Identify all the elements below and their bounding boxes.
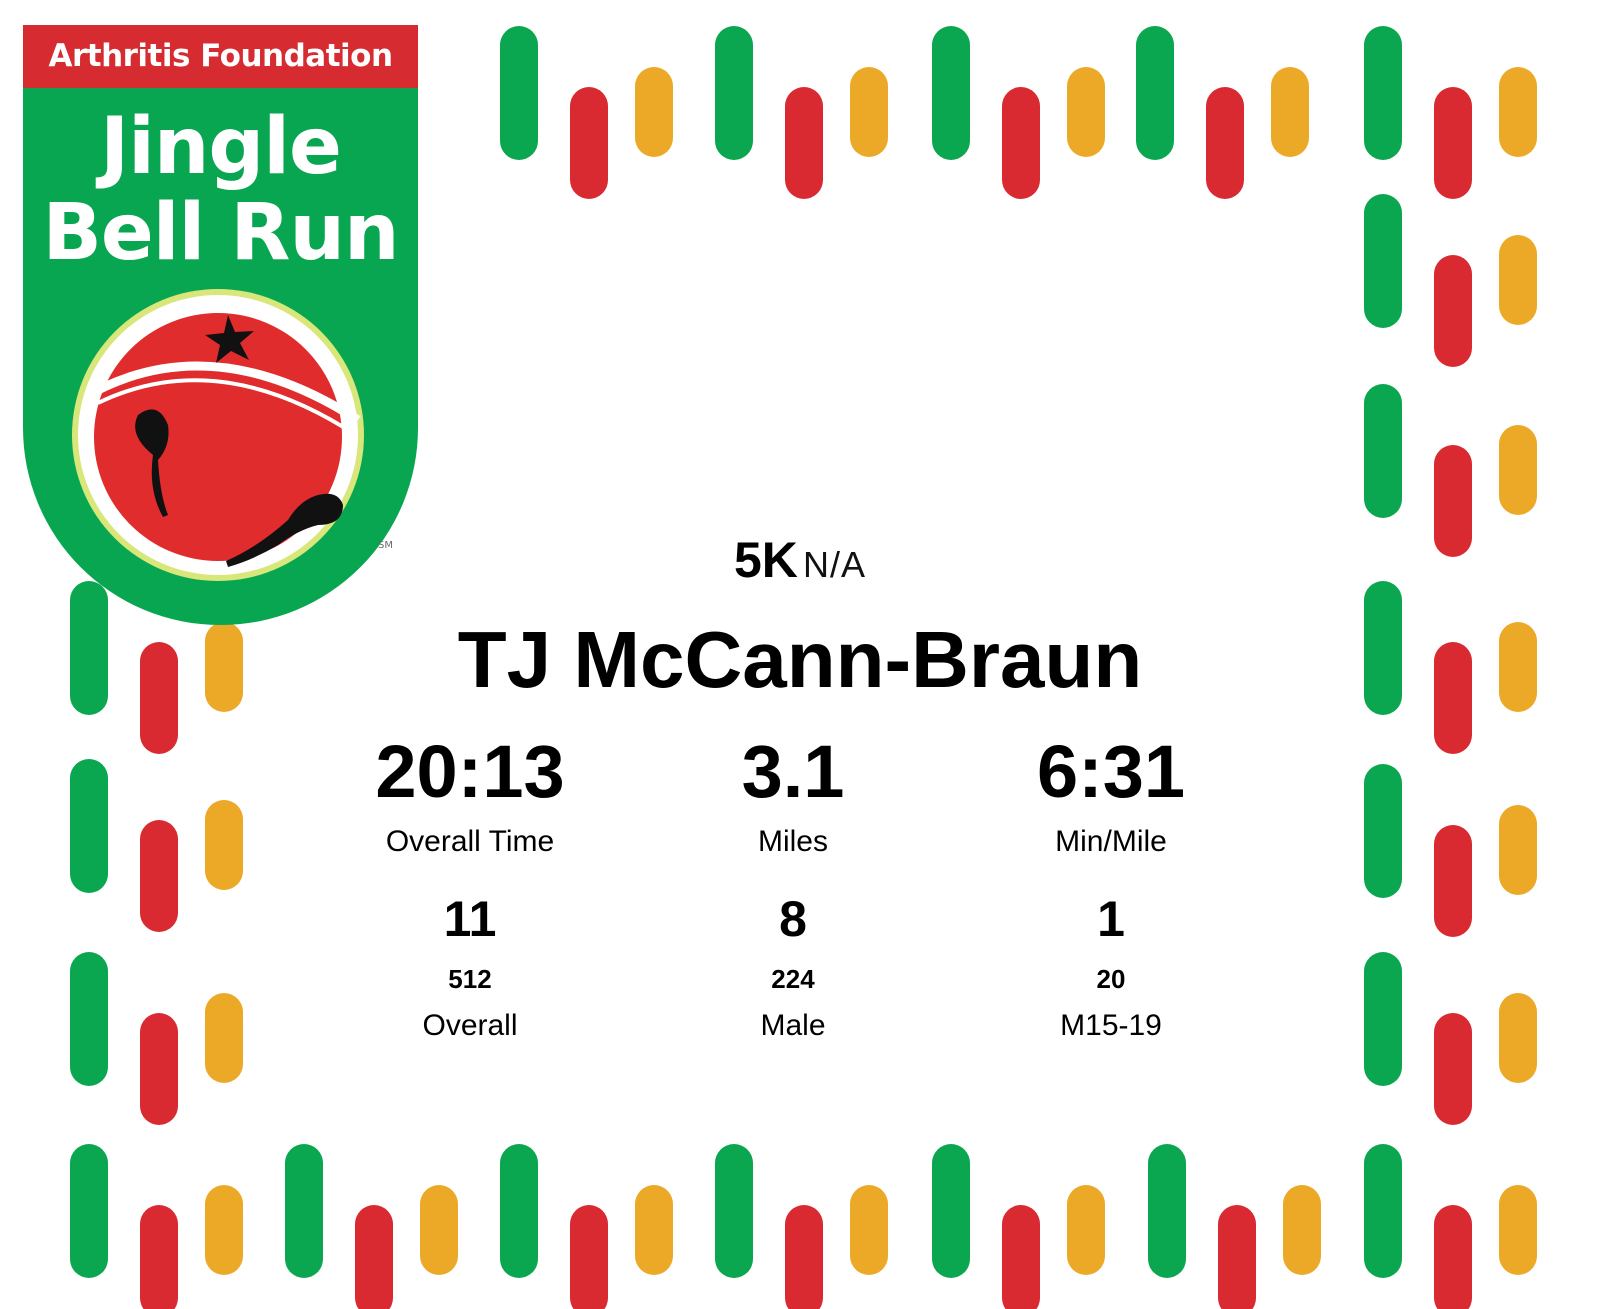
border-stripe xyxy=(570,87,608,199)
border-stripe xyxy=(850,67,888,157)
gender-place: 8 xyxy=(779,891,807,947)
border-stripe xyxy=(70,952,108,1086)
border-stripe xyxy=(1499,235,1537,325)
border-stripe xyxy=(1206,87,1244,199)
distance-label: Miles xyxy=(757,825,828,858)
border-stripe xyxy=(1136,26,1174,160)
border-stripe xyxy=(205,622,243,712)
border-stripe xyxy=(932,26,970,160)
border-stripe xyxy=(420,1185,458,1275)
border-stripe xyxy=(1499,1185,1537,1275)
border-stripe xyxy=(850,1185,888,1275)
gender-total: 224 xyxy=(771,964,815,994)
border-stripe xyxy=(70,581,108,715)
border-stripe xyxy=(1434,1205,1472,1309)
border-stripe xyxy=(1434,87,1472,199)
runner-name: TJ McCann-Braun xyxy=(457,615,1143,704)
border-stripe xyxy=(1364,581,1402,715)
border-stripe xyxy=(1499,805,1537,895)
border-stripe xyxy=(140,1205,178,1309)
pace-value: 6:31 xyxy=(1036,730,1186,813)
bell-icon xyxy=(72,289,364,581)
logo-title-line2: Bell Run xyxy=(42,188,399,278)
border-stripe xyxy=(785,1205,823,1309)
division-label: M15-19 xyxy=(1060,1009,1162,1042)
overall-time-label: Overall Time xyxy=(385,825,555,858)
border-stripe xyxy=(715,26,753,160)
logo-title-line1: Jingle xyxy=(100,102,342,192)
border-stripe xyxy=(205,993,243,1083)
race-category: N/A xyxy=(803,544,867,585)
border-stripe xyxy=(70,759,108,893)
gender-label: Male xyxy=(760,1009,826,1042)
border-stripe xyxy=(205,800,243,890)
border-stripe xyxy=(1271,67,1309,157)
border-stripe xyxy=(140,1013,178,1125)
border-stripe xyxy=(500,26,538,160)
border-stripe xyxy=(1434,445,1472,557)
border-stripe xyxy=(1364,952,1402,1086)
border-stripe xyxy=(1002,1205,1040,1309)
border-stripe xyxy=(1218,1205,1256,1309)
division-total: 20 xyxy=(1096,964,1126,994)
jingle-bell-run-logo: Arthritis Foundation Jingle Bell Run SM xyxy=(23,25,418,625)
border-stripe xyxy=(500,1144,538,1278)
border-stripe xyxy=(285,1144,323,1278)
border-stripe xyxy=(1499,993,1537,1083)
border-stripe xyxy=(1499,67,1537,157)
race-distance: 5K xyxy=(733,532,798,588)
distance-value: 3.1 xyxy=(741,730,845,813)
border-stripe xyxy=(1067,1185,1105,1275)
border-stripe xyxy=(570,1205,608,1309)
border-stripe xyxy=(1364,764,1402,898)
overall-label: Overall xyxy=(422,1009,518,1042)
division-place: 1 xyxy=(1097,891,1125,947)
border-stripe xyxy=(1364,194,1402,328)
service-mark: SM xyxy=(378,540,393,551)
border-stripe xyxy=(140,642,178,754)
border-stripe xyxy=(1148,1144,1186,1278)
logo-org-name: Arthritis Foundation xyxy=(23,25,418,88)
border-stripe xyxy=(70,1144,108,1278)
border-stripe xyxy=(1283,1185,1321,1275)
race-info: 5K N/A xyxy=(0,530,1600,602)
overall-total: 512 xyxy=(448,964,492,994)
border-stripe xyxy=(1364,1144,1402,1278)
border-stripe xyxy=(1434,1013,1472,1125)
border-stripe xyxy=(1499,622,1537,712)
border-stripe xyxy=(355,1205,393,1309)
border-stripe xyxy=(140,820,178,932)
border-stripe xyxy=(1364,384,1402,518)
pace-label: Min/Mile xyxy=(1055,825,1167,858)
border-stripe xyxy=(635,1185,673,1275)
border-stripe xyxy=(1434,255,1472,367)
overall-time-value: 20:13 xyxy=(375,730,565,813)
border-stripe xyxy=(932,1144,970,1278)
border-stripe xyxy=(1067,67,1105,157)
border-stripe xyxy=(635,67,673,157)
border-stripe xyxy=(1002,87,1040,199)
border-stripe xyxy=(1499,425,1537,515)
border-stripe xyxy=(1434,642,1472,754)
border-stripe xyxy=(785,87,823,199)
overall-place: 11 xyxy=(443,891,497,947)
border-stripe xyxy=(715,1144,753,1278)
border-stripe xyxy=(1364,26,1402,160)
border-stripe xyxy=(205,1185,243,1275)
border-stripe xyxy=(1434,825,1472,937)
